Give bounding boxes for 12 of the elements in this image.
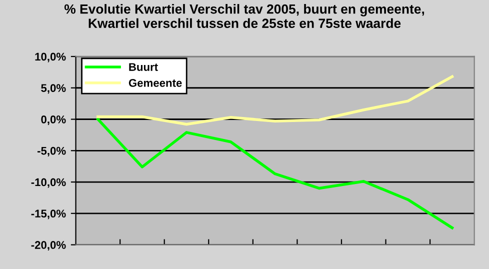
legend-label: Gemeente <box>128 79 182 87</box>
y-tick-label: -20,0% <box>31 241 66 251</box>
line-series <box>96 118 454 230</box>
y-tick-label: 10,0% <box>35 52 66 62</box>
y-tick-label: -10,0% <box>31 178 66 188</box>
chart-title: % Evolutie Kwartiel Verschil tav 2005, buurt en gemeente, Kwartiel verschil tussen de 25ste en 75ste waarde <box>64 4 424 28</box>
legend-label: Buurt <box>129 63 158 71</box>
y-tick-label: -15,0% <box>31 210 66 220</box>
y-tick-label: 5,0% <box>41 84 66 94</box>
y-tick-label: 0,0% <box>41 116 66 126</box>
y-tick-label: -5,0% <box>37 146 66 156</box>
line-series <box>96 75 454 126</box>
